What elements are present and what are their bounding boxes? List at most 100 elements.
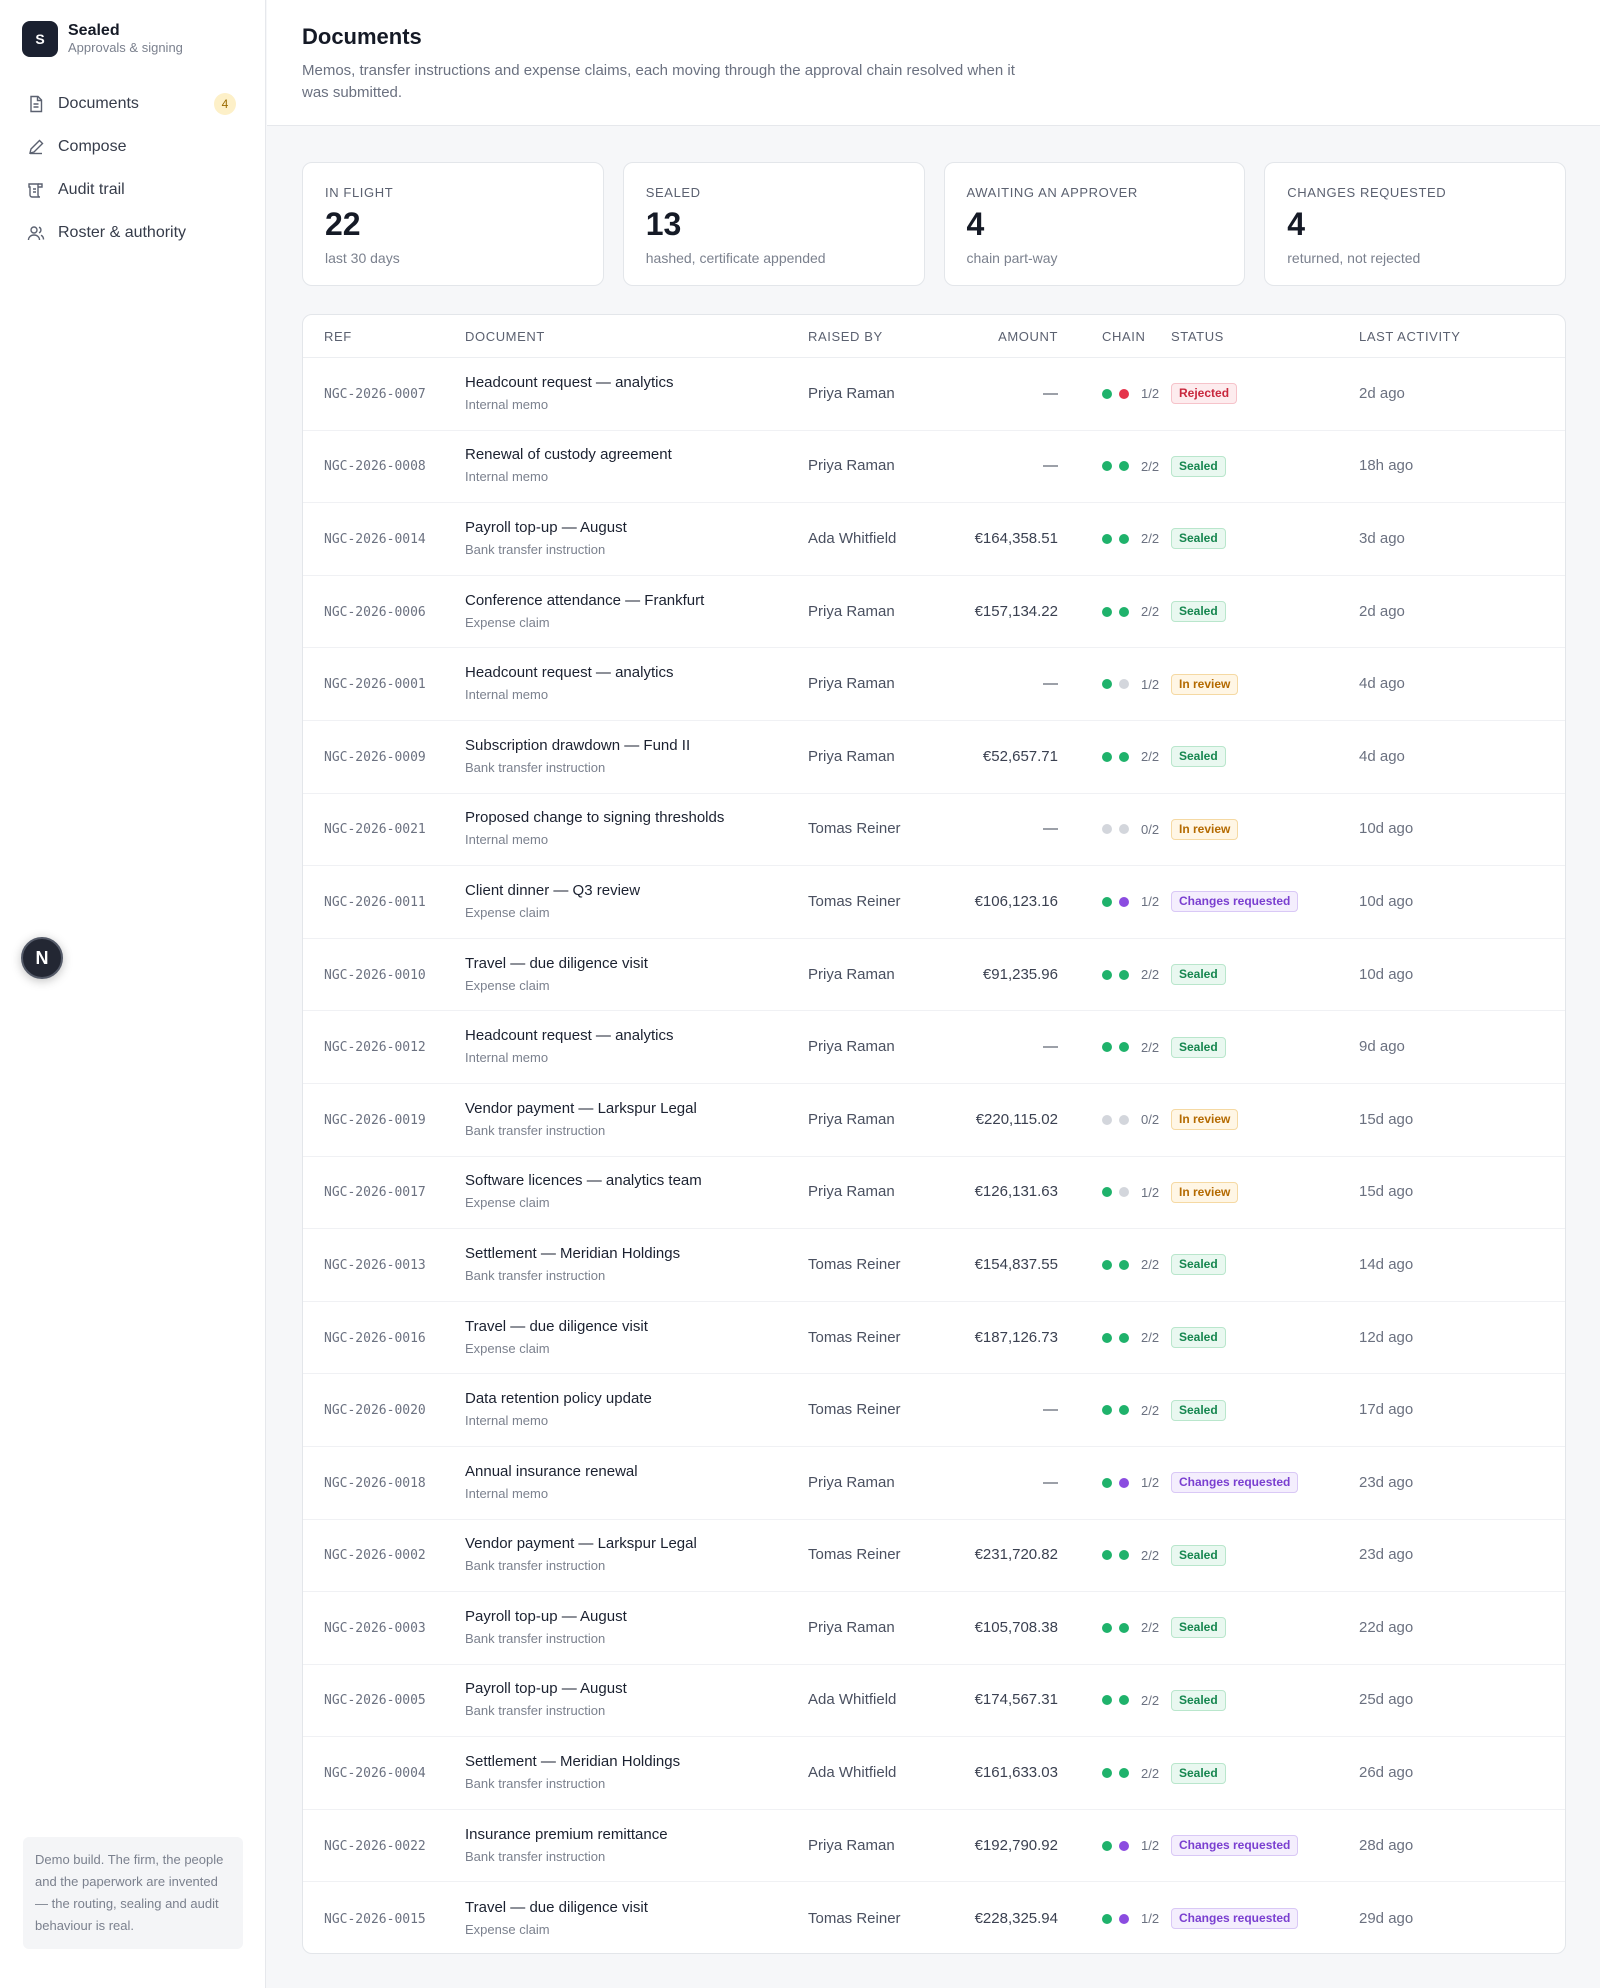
table-row[interactable]: NGC-2026-0001 Headcount request — analyti… (303, 648, 1565, 721)
table-row[interactable]: NGC-2026-0011 Client dinner — Q3 review Ex… (303, 866, 1565, 939)
table-row[interactable]: NGC-2026-0007 Headcount request — analyti… (303, 358, 1565, 431)
doc-title[interactable]: Settlement — Meridian Holdings (465, 1753, 681, 1771)
doc-ref[interactable]: NGC-2026-0006 (324, 604, 426, 620)
doc-title[interactable]: Client dinner — Q3 review (465, 881, 641, 899)
sidebar-item-documents[interactable]: Documents 4 (16, 82, 246, 125)
doc-ref[interactable]: NGC-2026-0001 (324, 677, 426, 693)
table-row[interactable]: NGC-2026-0010 Travel — due diligence visi… (303, 939, 1565, 1012)
doc-title[interactable]: Proposed change to signing thresholds (465, 809, 725, 827)
doc-ref[interactable]: NGC-2026-0005 (324, 1693, 426, 1709)
doc-title[interactable]: Settlement — Meridian Holdings (465, 1244, 681, 1262)
doc-title[interactable]: Travel — due diligence visit (465, 1898, 648, 1916)
table-row[interactable]: NGC-2026-0019 Vendor payment — Larkspur L… (303, 1084, 1565, 1157)
doc-ref[interactable]: NGC-2026-0016 (324, 1330, 426, 1346)
column-header-chain[interactable]: CHAIN (1102, 328, 1146, 344)
table-row[interactable]: NGC-2026-0012 Headcount request — analyti… (303, 1011, 1565, 1084)
doc-ref[interactable]: NGC-2026-0003 (324, 1620, 426, 1636)
doc-title[interactable]: Payroll top-up — August (465, 518, 627, 536)
doc-ref[interactable]: NGC-2026-0021 (324, 822, 426, 838)
sidebar-item-audit-trail[interactable]: Audit trail (16, 168, 246, 211)
column-header-status[interactable]: STATUS (1171, 328, 1224, 344)
doc-type: Bank transfer instruction (465, 759, 606, 775)
table-row[interactable]: NGC-2026-0006 Conference attendance — Fra… (303, 576, 1565, 649)
raised-by: Priya Raman (808, 1836, 895, 1854)
status-badge: Sealed (1171, 1617, 1226, 1639)
chain-step-dot (1119, 1840, 1129, 1851)
chain-progress: 2/2 (1141, 749, 1160, 765)
stat-caption: last 30 days (325, 250, 400, 266)
stat-card-in-flight: IN FLIGHT 22 last 30 days (302, 162, 604, 286)
table-row[interactable]: NGC-2026-0016 Travel — due diligence visi… (303, 1302, 1565, 1375)
table-row[interactable]: NGC-2026-0018 Annual insurance renewal Int… (303, 1447, 1565, 1520)
doc-title[interactable]: Headcount request — analytics (465, 1027, 674, 1045)
amount: €52,657.71 (982, 747, 1058, 765)
column-header-amount[interactable]: AMOUNT (998, 328, 1058, 344)
chain-step-dot (1119, 1913, 1129, 1924)
doc-ref[interactable]: NGC-2026-0015 (324, 1911, 426, 1927)
doc-title[interactable]: Travel — due diligence visit (465, 1317, 648, 1335)
doc-title[interactable]: Vendor payment — Larkspur Legal (465, 1099, 697, 1117)
table-row[interactable]: NGC-2026-0020 Data retention policy updat… (303, 1374, 1565, 1447)
table-row[interactable]: NGC-2026-0017 Software licences — analyti… (303, 1157, 1565, 1230)
doc-title[interactable]: Vendor payment — Larkspur Legal (465, 1535, 697, 1553)
table-row[interactable]: NGC-2026-0014 Payroll top-up — August Bank… (303, 503, 1565, 576)
column-header-last-activity[interactable]: LAST ACTIVITY (1359, 328, 1461, 344)
sidebar-item-label: Roster & authority (58, 223, 187, 241)
sidebar-item-roster-authority[interactable]: Roster & authority (16, 211, 246, 254)
doc-title[interactable]: Data retention policy update (465, 1390, 652, 1408)
last-activity: 23d ago (1359, 1473, 1414, 1491)
last-activity: 29d ago (1359, 1909, 1414, 1927)
doc-ref[interactable]: NGC-2026-0008 (324, 459, 426, 475)
doc-ref[interactable]: NGC-2026-0020 (324, 1403, 426, 1419)
table-row[interactable]: NGC-2026-0003 Payroll top-up — August Bank… (303, 1592, 1565, 1665)
table-row[interactable]: NGC-2026-0021 Proposed change to signing … (303, 794, 1565, 867)
brand[interactable]: S Sealed Approvals & signing (22, 21, 183, 57)
doc-title[interactable]: Payroll top-up — August (465, 1607, 627, 1625)
last-activity: 9d ago (1359, 1038, 1405, 1056)
chain-progress: 2/2 (1141, 1547, 1160, 1563)
doc-ref[interactable]: NGC-2026-0007 (324, 386, 426, 402)
table-row[interactable]: NGC-2026-0022 Insurance premium remittanc… (303, 1810, 1565, 1883)
doc-ref[interactable]: NGC-2026-0009 (324, 749, 426, 765)
doc-ref[interactable]: NGC-2026-0022 (324, 1838, 426, 1854)
column-header-ref[interactable]: REF (324, 328, 352, 344)
doc-type: Expense claim (465, 614, 550, 630)
doc-ref[interactable]: NGC-2026-0017 (324, 1185, 426, 1201)
table-row[interactable]: NGC-2026-0005 Payroll top-up — August Bank… (303, 1665, 1565, 1738)
table-row[interactable]: NGC-2026-0008 Renewal of custody agreemen… (303, 431, 1565, 504)
doc-title[interactable]: Annual insurance renewal (465, 1462, 638, 1480)
table-row[interactable]: NGC-2026-0015 Travel — due diligence visi… (303, 1882, 1565, 1953)
floating-avatar-button[interactable]: N (21, 937, 63, 979)
table-row[interactable]: NGC-2026-0004 Settlement — Meridian Holdi… (303, 1737, 1565, 1810)
sidebar-item-compose[interactable]: Compose (16, 125, 246, 168)
doc-ref[interactable]: NGC-2026-0002 (324, 1548, 426, 1564)
table-row[interactable]: NGC-2026-0009 Subscription drawdown — Fun… (303, 721, 1565, 794)
doc-ref[interactable]: NGC-2026-0018 (324, 1475, 426, 1491)
doc-title[interactable]: Travel — due diligence visit (465, 954, 648, 972)
table-row[interactable]: NGC-2026-0013 Settlement — Meridian Holdi… (303, 1229, 1565, 1302)
chain-step-dot (1119, 1259, 1129, 1270)
chain-progress: 2/2 (1141, 1330, 1160, 1346)
status-badge: Sealed (1171, 1762, 1226, 1784)
doc-title[interactable]: Conference attendance — Frankfurt (465, 591, 705, 609)
doc-ref[interactable]: NGC-2026-0013 (324, 1257, 426, 1273)
doc-ref[interactable]: NGC-2026-0011 (324, 894, 426, 910)
doc-ref[interactable]: NGC-2026-0014 (324, 531, 426, 547)
doc-ref[interactable]: NGC-2026-0010 (324, 967, 426, 983)
table-row[interactable]: NGC-2026-0002 Vendor payment — Larkspur L… (303, 1520, 1565, 1593)
doc-title[interactable]: Headcount request — analytics (465, 664, 674, 682)
doc-title[interactable]: Headcount request — analytics (465, 373, 674, 391)
doc-title[interactable]: Renewal of custody agreement (465, 446, 672, 464)
doc-title[interactable]: Subscription drawdown — Fund II (465, 736, 691, 754)
doc-ref[interactable]: NGC-2026-0004 (324, 1766, 426, 1782)
doc-ref[interactable]: NGC-2026-0012 (324, 1040, 426, 1056)
status-badge: Sealed (1171, 1036, 1226, 1058)
approval-chain: 2/2 (1102, 1620, 1171, 1635)
column-header-raised-by[interactable]: RAISED BY (808, 328, 883, 344)
doc-ref[interactable]: NGC-2026-0019 (324, 1112, 426, 1128)
chain-step-dot (1102, 1477, 1112, 1488)
doc-title[interactable]: Software licences — analytics team (465, 1172, 702, 1190)
doc-title[interactable]: Insurance premium remittance (465, 1825, 668, 1843)
column-header-document[interactable]: DOCUMENT (465, 328, 545, 344)
doc-title[interactable]: Payroll top-up — August (465, 1680, 627, 1698)
